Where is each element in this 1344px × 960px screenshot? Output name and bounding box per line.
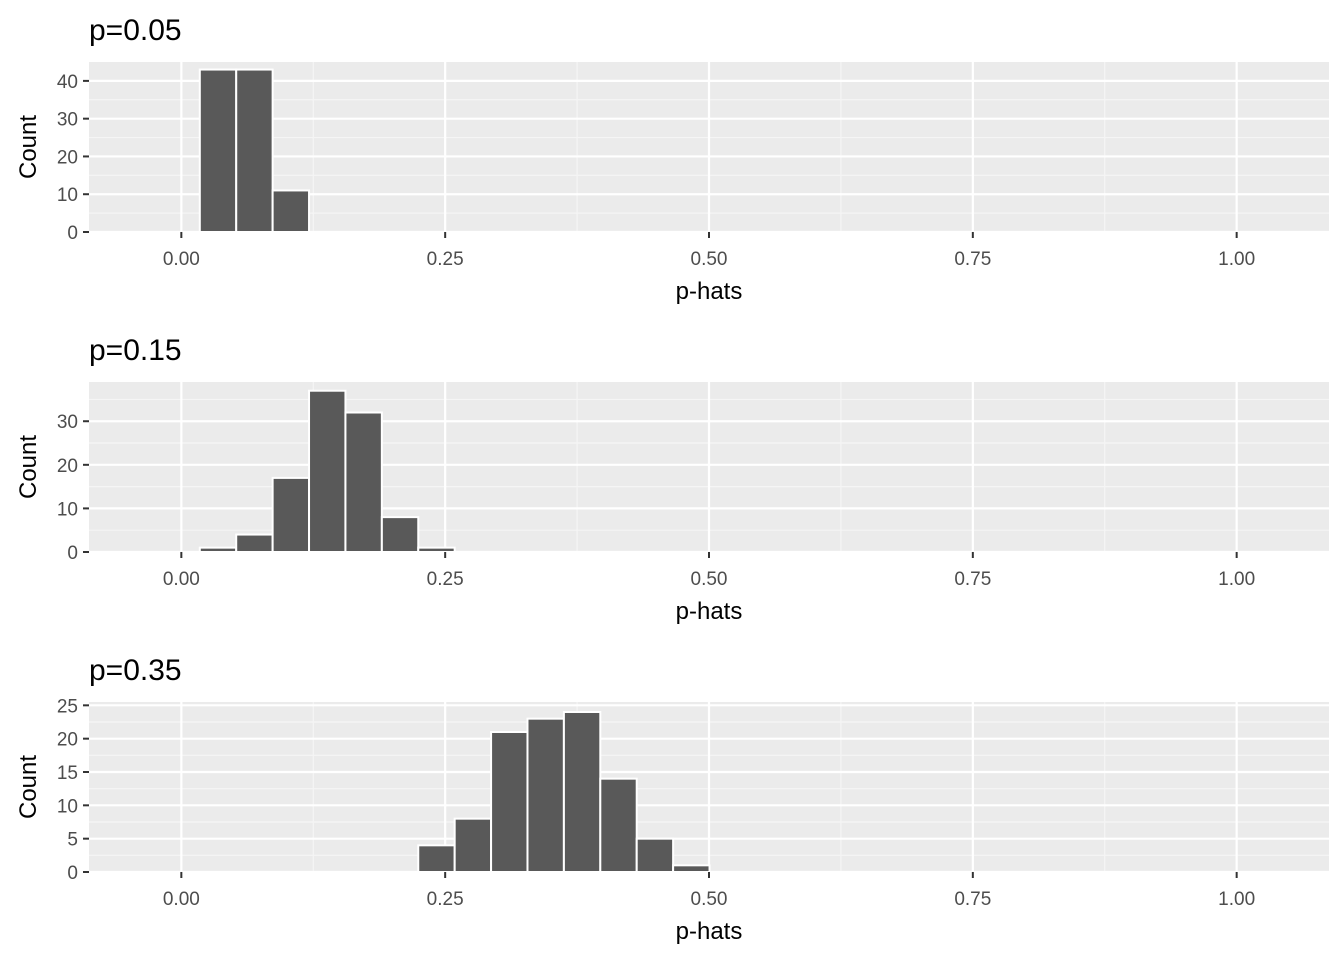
x-axis-label: p-hats: [676, 598, 743, 625]
y-tick-label: 25: [57, 696, 78, 717]
y-tick-label: 40: [57, 72, 78, 93]
histogram-panel-2: 0 10 20 30 0.00 0.25 0.50 0.75 1.00 p=0.15 p-hats C…: [15, 334, 1329, 625]
y-axis-label: Count: [15, 755, 42, 819]
histogram-bar: [198, 546, 238, 554]
histogram-bar: [417, 844, 456, 873]
panel-title: p=0.05: [89, 14, 182, 47]
histogram-bar: [599, 777, 638, 874]
x-tick-label: 0.50: [691, 889, 728, 910]
y-tick-label: 30: [57, 412, 78, 433]
y-axis-label: Count: [15, 115, 42, 179]
y-tick-label: 20: [57, 456, 78, 477]
y-tick-label: 15: [57, 763, 78, 784]
y-tick-label: 10: [57, 499, 78, 520]
x-axis-label: p-hats: [676, 918, 743, 945]
y-tick-label: 0: [67, 543, 78, 564]
histogram-bar: [344, 411, 383, 553]
x-tick-label: 0.50: [691, 249, 728, 270]
y-tick-label: 10: [57, 796, 78, 817]
x-axis-label: p-hats: [676, 278, 743, 305]
x-tick-label: 0.00: [163, 569, 200, 590]
y-tick-label: 20: [57, 730, 78, 751]
histogram-panel-1: 0 10 20 30 40 0.00 0.25 0.50 0.75 1.00 p=0.05 p-hat…: [15, 14, 1329, 305]
histogram-bar: [672, 864, 711, 873]
y-tick-label: 20: [57, 147, 78, 168]
y-tick-label: 0: [67, 223, 78, 244]
panel-title: p=0.15: [89, 334, 182, 367]
histogram-bar: [235, 533, 274, 553]
y-tick-label: 0: [67, 863, 78, 884]
x-tick-label: 0.50: [691, 569, 728, 590]
panel-title: p=0.35: [89, 654, 182, 687]
y-tick-label: 10: [57, 185, 78, 206]
histogram-bar: [380, 516, 420, 554]
x-tick-label: 0.25: [427, 569, 464, 590]
x-tick-label: 0.25: [427, 889, 464, 910]
x-tick-label: 0.75: [954, 569, 991, 590]
x-tick-label: 1.00: [1218, 889, 1255, 910]
histogram-bar: [235, 68, 274, 233]
histogram-bar: [490, 731, 529, 873]
x-tick-label: 0.25: [427, 249, 464, 270]
x-tick-label: 0.75: [954, 889, 991, 910]
histogram-panel-3: 0 5 10 15 20 25 0.00 0.25 0.50 0.75 1.00 p=0.35 p-ha…: [15, 654, 1329, 945]
y-tick-label: 30: [57, 110, 78, 131]
x-tick-label: 1.00: [1218, 569, 1255, 590]
histogram-bar: [453, 817, 493, 874]
x-tick-label: 1.00: [1218, 249, 1255, 270]
y-axis-label: Count: [15, 435, 42, 499]
histogram-bar: [562, 711, 602, 873]
histogram-bar: [308, 389, 347, 554]
histogram-bar: [526, 717, 565, 874]
histogram-bar: [635, 837, 675, 874]
histogram-bar: [198, 68, 238, 233]
histogram-bar: [271, 189, 311, 233]
histogram-bar: [417, 546, 456, 554]
y-tick-label: 5: [67, 830, 78, 851]
histogram-bar: [271, 476, 311, 553]
x-tick-label: 0.75: [954, 249, 991, 270]
x-tick-label: 0.00: [163, 249, 200, 270]
x-tick-label: 0.00: [163, 889, 200, 910]
